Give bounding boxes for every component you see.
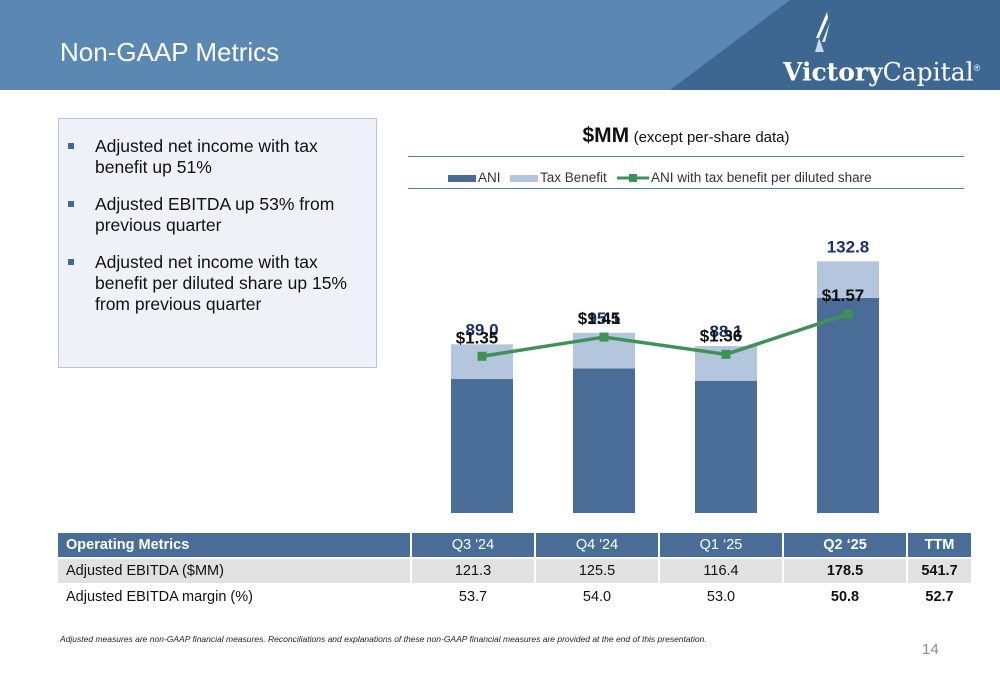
bar-ani (695, 380, 757, 513)
chart-title-main: $MM (582, 124, 630, 147)
legend-line-icon (617, 174, 649, 182)
chart-legend: ANI Tax Benefit ANI with tax benefit per… (408, 169, 964, 187)
victory-capital-logo: VictoryCapital® (783, 10, 983, 86)
bar-tax-benefit (817, 261, 879, 298)
table-header-cell: Operating Metrics (58, 533, 410, 557)
page-number: 14 (922, 641, 939, 658)
bullet-square-icon (68, 201, 74, 207)
logo-wordmark: VictoryCapital® (783, 54, 980, 86)
table-header-row: Operating Metrics Q3 '24 Q4 '24 Q1 ‘25 Q… (58, 533, 971, 557)
table-cell: 52.7 (925, 589, 954, 605)
table-header-cell: Q3 '24 (412, 533, 534, 557)
bullet-text: Adjusted net income with tax benefit per… (95, 252, 347, 314)
bar-ani (573, 368, 635, 513)
table-cell: 541.7 (908, 559, 971, 583)
line-series-path (481, 312, 849, 358)
bullet-text: Adjusted EBITDA up 53% from previous qua… (95, 194, 335, 235)
logo-word-bold: Victory (783, 57, 883, 87)
line-point-label: $1.45 (578, 309, 621, 328)
bullet-item: Adjusted net income with tax benefit up … (68, 136, 370, 178)
table-cell: 125.5 (536, 559, 658, 583)
bullet-square-icon (68, 259, 74, 265)
ani-chart: 89.0 95.1 88.1 132.8 $1.35 $1.45 $1.36 $1.57 (451, 237, 879, 513)
table-cell: 178.5 (784, 559, 906, 583)
bar-ani (451, 379, 513, 513)
table-row: Adjusted EBITDA ($MM) 121.3 125.5 116.4 … (58, 559, 971, 583)
line-point-marker (599, 332, 609, 342)
line-point-marker (843, 309, 853, 319)
chart-legend-rule (408, 188, 964, 189)
table-header-cell: Q2 ‘25 (784, 533, 906, 557)
legend-label-ani: ANI (478, 170, 501, 185)
table-cell: 116.4 (660, 559, 782, 583)
legend-swatch-ani (448, 175, 476, 182)
line-point-label: $1.57 (822, 286, 865, 305)
footnote: Adjusted measures are non-GAAP financial… (60, 634, 707, 644)
legend-swatch-tax-benefit (510, 175, 538, 182)
table-cell: 53.0 (706, 589, 736, 605)
table-cell: 50.8 (830, 589, 860, 605)
table-header-cell: TTM (908, 533, 971, 557)
table-header-cell: Q4 '24 (536, 533, 658, 557)
logo-word-regular: Capital (882, 57, 974, 87)
bar-tax-benefit (451, 344, 513, 380)
table-cell: 53.7 (458, 589, 488, 605)
bullet-item: Adjusted EBITDA up 53% from previous qua… (68, 194, 370, 236)
key-points-box: Adjusted net income with tax benefit up … (58, 118, 377, 368)
chart-title-sub: (except per-share data) (633, 129, 790, 146)
bar-ani (817, 297, 879, 513)
line-point-marker (477, 351, 487, 361)
bar-total-label: 88.1 (709, 322, 742, 341)
chart-top-rule (408, 156, 964, 157)
table-header-cell: Q1 ‘25 (660, 533, 782, 557)
chart-title: $MM (except per-share data) (408, 124, 964, 148)
table-cell: Adjusted EBITDA ($MM) (58, 559, 410, 583)
bar-total-label: 95.1 (587, 309, 620, 328)
table-cell: Adjusted EBITDA margin (%) (66, 589, 253, 605)
slide-title: Non-GAAP Metrics (60, 37, 280, 67)
line-point-label: $1.36 (700, 326, 743, 345)
line-point-label: $1.35 (456, 328, 499, 347)
legend-label-line: ANI with tax benefit per diluted share (651, 170, 872, 185)
table-row: Adjusted EBITDA margin (%) 53.7 54.0 53.… (58, 585, 971, 609)
table-cell: 121.3 (412, 559, 534, 583)
bar-total-label: 132.8 (827, 237, 870, 256)
logo-mark-icon (815, 12, 830, 52)
legend-label-tax-benefit: Tax Benefit (540, 170, 607, 185)
line-point-marker (721, 349, 731, 359)
bar-total-label: 89.0 (465, 320, 498, 339)
slide-header: Non-GAAP Metrics VictoryCapital® (0, 0, 1000, 90)
table-cell: 54.0 (582, 589, 612, 605)
logo-registered-mark: ® (973, 63, 981, 73)
bullet-item: Adjusted net income with tax benefit per… (68, 252, 370, 315)
bullet-text: Adjusted net income with tax benefit up … (95, 136, 318, 177)
bullet-square-icon (68, 143, 74, 149)
